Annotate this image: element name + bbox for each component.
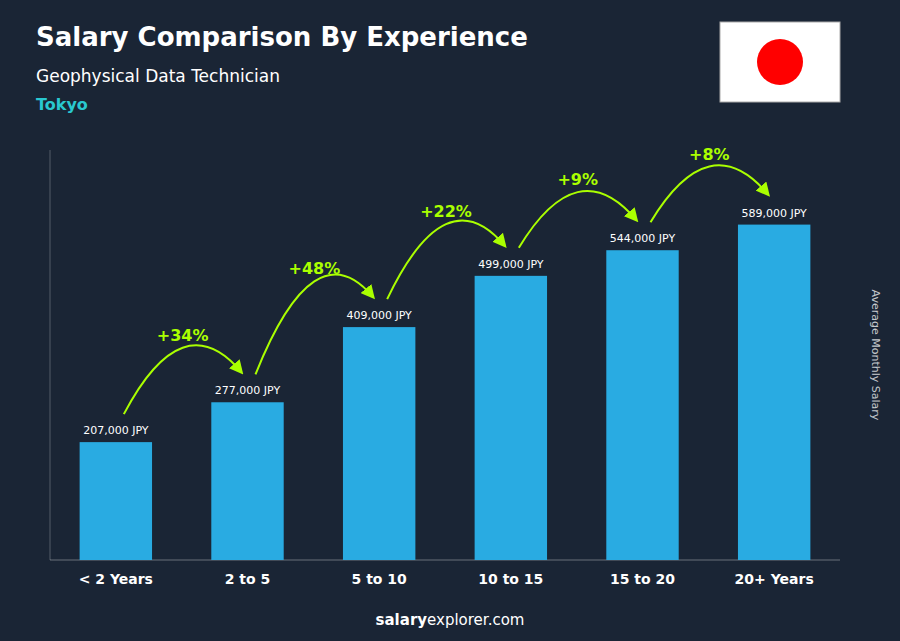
y-axis-label: Average Monthly Salary — [869, 290, 882, 421]
change-label: +9% — [557, 170, 598, 189]
change-annotations: +34% +48% +22% +9% +8% — [124, 145, 768, 415]
title: Salary Comparison By Experience — [36, 22, 528, 52]
subtitle: Geophysical Data Technician — [36, 66, 280, 86]
x-tick-label: 2 to 5 — [225, 571, 271, 587]
data-label: 277,000 JPY — [215, 384, 281, 397]
bar — [738, 225, 810, 560]
change-label: +48% — [288, 259, 340, 278]
x-tick-label: 20+ Years — [735, 571, 814, 587]
city: Tokyo — [36, 95, 88, 114]
bar — [606, 250, 678, 560]
bar — [343, 327, 415, 560]
x-tick-label: < 2 Years — [79, 571, 153, 587]
change-arrow — [256, 275, 374, 375]
change-label: +22% — [420, 202, 472, 221]
change-arrow — [651, 165, 769, 222]
data-label: 207,000 JPY — [83, 424, 149, 437]
data-label: 409,000 JPY — [346, 309, 412, 322]
change-label: +8% — [689, 145, 730, 164]
bar — [475, 276, 547, 560]
flag — [720, 22, 840, 102]
x-tick-label: 10 to 15 — [478, 571, 543, 587]
bar — [80, 442, 152, 560]
chart: Salary Comparison By Experience Geophysic… — [0, 0, 900, 641]
data-label: 544,000 JPY — [610, 232, 676, 245]
footer-normal: explorer.com — [427, 611, 524, 629]
bars — [80, 225, 811, 560]
data-label: 499,000 JPY — [478, 258, 544, 271]
change-arrow — [387, 220, 505, 299]
data-label: 589,000 JPY — [741, 207, 807, 220]
change-label: +34% — [157, 326, 209, 345]
x-tick-label: 5 to 10 — [352, 571, 408, 587]
x-tick-label: 15 to 20 — [610, 571, 675, 587]
change-arrow — [124, 345, 242, 414]
y-axis-line — [50, 150, 51, 560]
flag-field — [720, 22, 840, 102]
bar — [211, 402, 283, 560]
change-arrow — [519, 191, 637, 248]
footer-bold: salary — [376, 611, 428, 629]
x-axis-line — [50, 560, 840, 561]
flag-disc — [757, 39, 803, 85]
background — [0, 0, 900, 641]
footer: salaryexplorer.com — [376, 611, 525, 629]
